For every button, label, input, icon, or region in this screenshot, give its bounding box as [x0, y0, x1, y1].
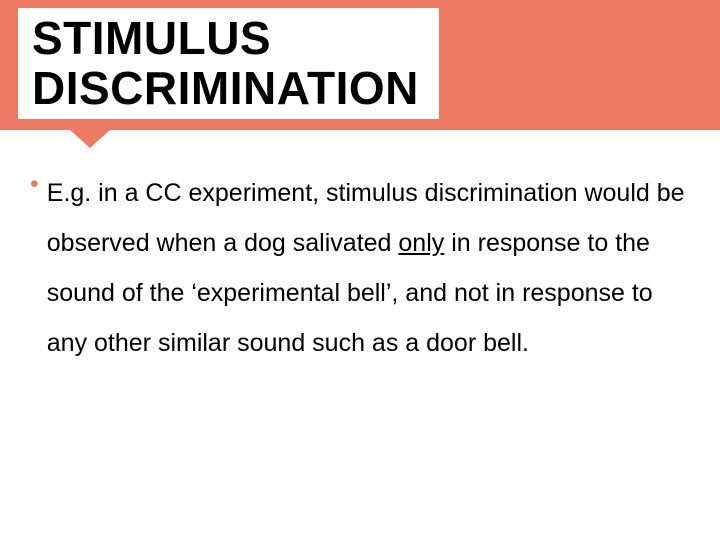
body-paragraph: E.g. in a CC experiment, stimulus discri…: [47, 168, 690, 368]
underlined-word: only: [398, 229, 444, 257]
title-box: STIMULUS DISCRIMINATION: [18, 8, 439, 119]
bullet-icon: •: [30, 170, 39, 199]
title-line-2: DISCRIMINATION: [32, 62, 419, 114]
header-pointer: [70, 130, 110, 148]
bullet-item: • E.g. in a CC experiment, stimulus disc…: [30, 168, 690, 368]
title-line-1: STIMULUS: [32, 12, 271, 64]
slide-title: STIMULUS DISCRIMINATION: [32, 14, 419, 113]
content-area: • E.g. in a CC experiment, stimulus disc…: [30, 168, 690, 368]
